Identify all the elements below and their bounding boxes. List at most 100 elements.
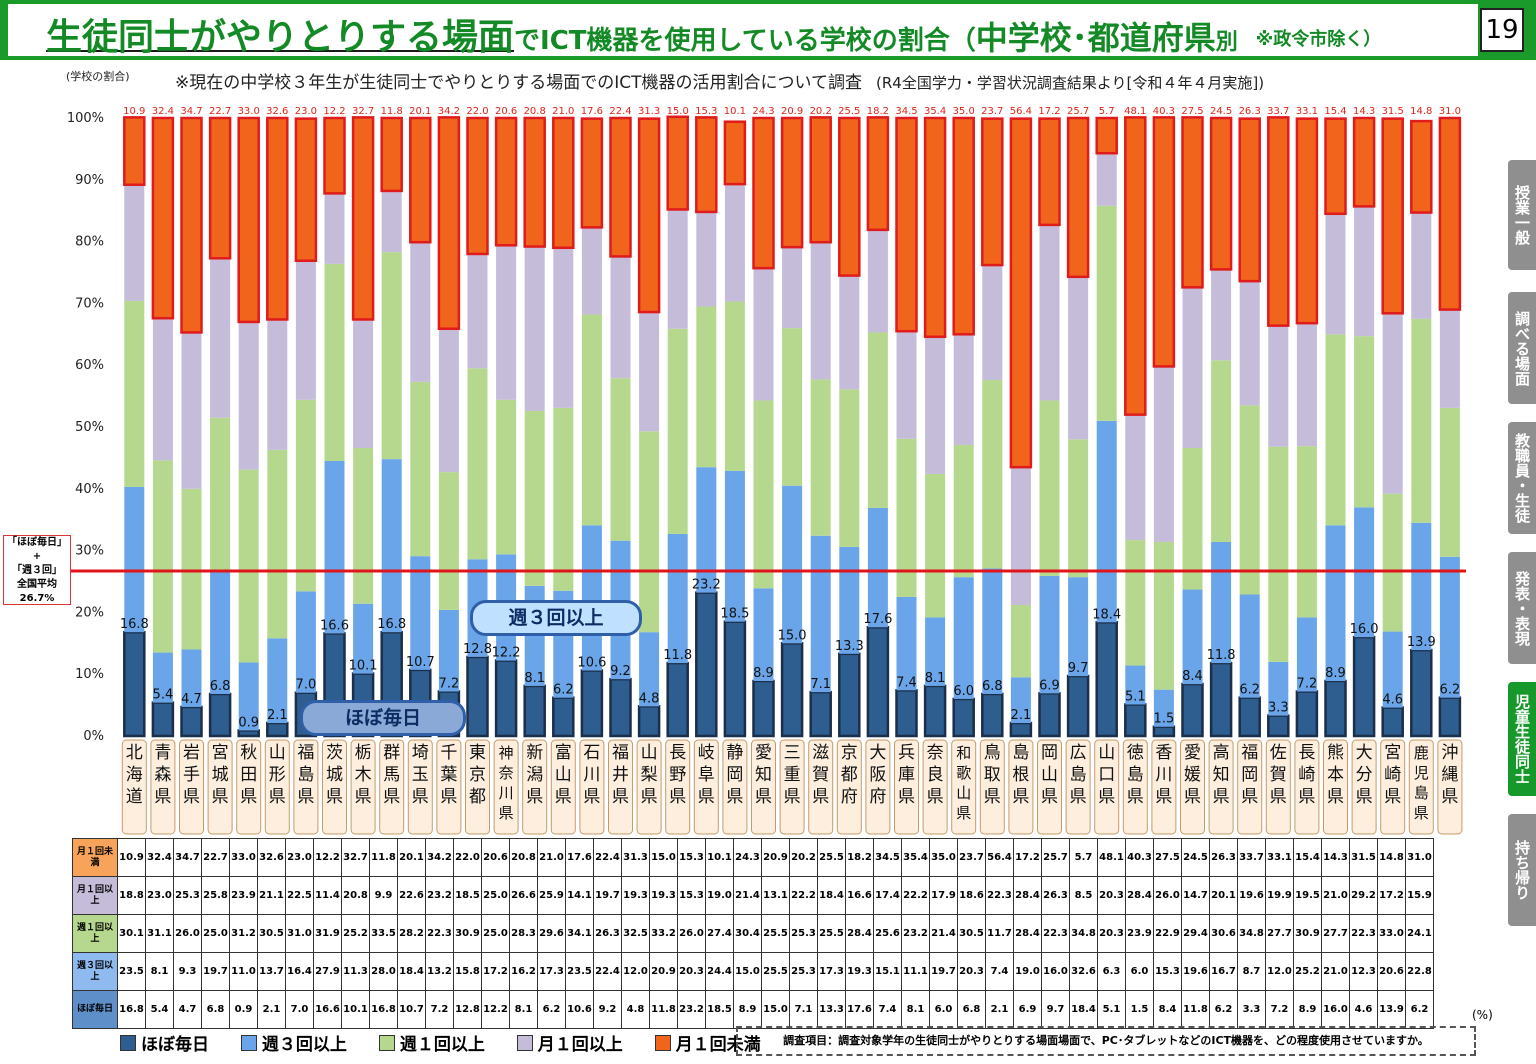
bar-segment xyxy=(266,721,289,738)
bar-segment xyxy=(609,677,632,738)
daily-value-label: 7.2 xyxy=(439,677,460,692)
table-cell: 48.1 xyxy=(1097,838,1126,877)
bar-segment xyxy=(953,334,974,445)
category-box xyxy=(1323,739,1348,835)
bar-segment xyxy=(867,332,888,508)
bar-segment xyxy=(267,319,288,450)
table-cell: 4.6 xyxy=(1349,990,1378,1029)
legend-swatch xyxy=(120,1035,136,1051)
bar-segment xyxy=(1124,703,1147,738)
category-label-char: 県 xyxy=(183,787,200,807)
tab-teacher-student[interactable]: 教職員・生徒 xyxy=(1508,422,1536,534)
category-label-char: 阜 xyxy=(698,765,715,785)
category-box xyxy=(293,739,319,835)
bar-segment xyxy=(1211,541,1232,664)
table-cell: 26.3 xyxy=(1041,876,1070,915)
bar-segment xyxy=(925,336,946,474)
bar-segment xyxy=(1068,439,1089,578)
bar-segment xyxy=(437,116,461,330)
table-cell: 30.9 xyxy=(453,914,482,953)
average-line3: 「週３回」 xyxy=(12,565,62,576)
daily-value-label: 6.8 xyxy=(982,679,1003,694)
bar-segment xyxy=(123,630,146,738)
bar-segment xyxy=(610,378,631,541)
category-box xyxy=(1008,739,1034,835)
category-box xyxy=(951,739,977,835)
category-label-char: 山 xyxy=(1098,743,1115,763)
daily-value-label: 10.1 xyxy=(349,659,378,674)
bar-segment xyxy=(1009,721,1033,738)
table-cell: 24.1 xyxy=(1405,914,1434,953)
table-cell: 23.9 xyxy=(229,876,258,915)
table-cell: 22.3 xyxy=(1041,914,1070,953)
category-label-char: 県 xyxy=(1098,787,1115,807)
table-cell: 33.7 xyxy=(1237,838,1266,877)
daily-value-label: 8.9 xyxy=(1325,666,1346,681)
table-cell: 25.6 xyxy=(873,914,902,953)
top-value-label: 18.2 xyxy=(867,106,889,117)
category-label-char: 崎 xyxy=(1384,765,1401,785)
title-part-1: 生徒同士がやりとりする場面 xyxy=(46,17,515,58)
tab-research[interactable]: 調べる場面 xyxy=(1508,292,1536,404)
tab-presentation[interactable]: 発表・表現 xyxy=(1508,552,1536,664)
table-cell: 23.9 xyxy=(1125,914,1154,953)
bar-segment xyxy=(1325,334,1346,526)
bar-segment xyxy=(381,459,402,633)
top-value-label: 15.0 xyxy=(667,106,689,117)
legend-swatch xyxy=(516,1035,533,1051)
bar-segment xyxy=(1039,400,1060,576)
tab-student-interaction[interactable]: 児童生徒同士 xyxy=(1508,682,1536,796)
category-label-char: 奈 xyxy=(927,743,944,763)
category-box xyxy=(1065,739,1091,835)
category-label-char: 県 xyxy=(154,787,171,807)
table-cell: 19.5 xyxy=(1293,876,1322,915)
table-cell: 29.2 xyxy=(1349,876,1378,915)
bar-segment xyxy=(238,469,259,663)
bar-segment xyxy=(1096,205,1117,421)
table-cell: 7.0 xyxy=(285,990,314,1029)
category-label-char: 本 xyxy=(1327,765,1344,785)
legend-item-week3: 週３回以上 xyxy=(240,1030,347,1055)
bar-segment xyxy=(666,115,689,211)
bar-segment xyxy=(953,444,974,578)
tab-lesson-general[interactable]: 授業一般 xyxy=(1508,160,1536,270)
bar-segment xyxy=(1182,287,1203,449)
category-label-char: 県 xyxy=(583,787,600,807)
bar-segment xyxy=(923,684,947,738)
category-label-char: 山 xyxy=(1041,765,1058,785)
bar-segment xyxy=(1382,631,1403,708)
category-label-char: 森 xyxy=(154,765,171,785)
category-box xyxy=(207,739,233,835)
table-cell: 25.0 xyxy=(201,914,230,953)
bar-segment xyxy=(1096,420,1117,623)
table-cell: 34.1 xyxy=(565,914,594,953)
bar-segment xyxy=(237,116,260,324)
bar-segment xyxy=(581,314,602,526)
table-cell: 26.3 xyxy=(593,914,622,953)
page-number: 19 xyxy=(1480,8,1524,52)
category-label-char: 福 xyxy=(297,743,314,763)
table-cell: 31.3 xyxy=(621,838,650,877)
category-label-char: 城 xyxy=(326,765,343,785)
category-box xyxy=(350,739,376,835)
tab-take-home[interactable]: 持ち帰り xyxy=(1508,814,1536,926)
category-label-char: 山 xyxy=(555,765,572,785)
daily-value-label: 2.1 xyxy=(1011,708,1032,723)
category-box xyxy=(979,739,1005,835)
bar-segment xyxy=(1010,467,1031,605)
category-box xyxy=(1180,739,1205,835)
bar-segment xyxy=(351,116,375,321)
table-cell: 19.9 xyxy=(1265,876,1294,915)
table-cell: 11.3 xyxy=(341,952,370,991)
table-cell: 27.7 xyxy=(1321,914,1350,953)
table-cell: 19.7 xyxy=(201,952,230,991)
bar-segment xyxy=(866,625,890,738)
bar-segment xyxy=(1410,119,1433,214)
table-cell: 17.6 xyxy=(845,990,874,1029)
top-value-label: 35.4 xyxy=(924,106,946,117)
table-cell: 20.9 xyxy=(649,952,678,991)
category-label-char: 県 xyxy=(669,787,686,807)
category-label-char: 川 xyxy=(1155,765,1172,785)
table-cell: 4.7 xyxy=(173,990,202,1029)
table-cell: 11.1 xyxy=(901,952,930,991)
